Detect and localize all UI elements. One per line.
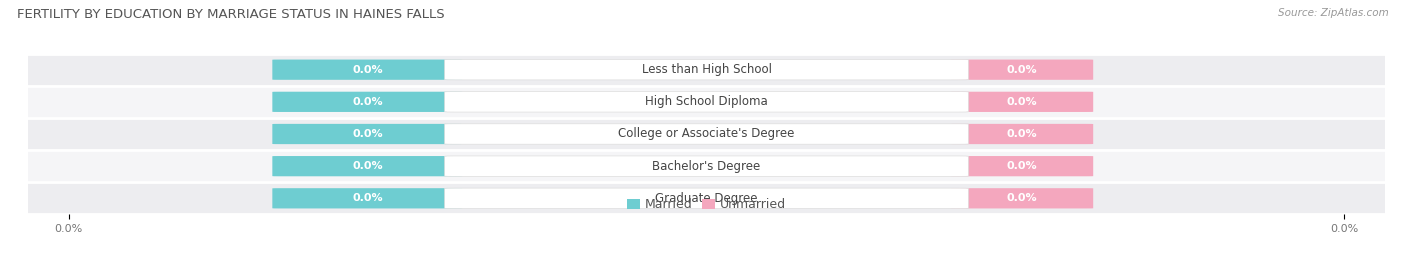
Text: FERTILITY BY EDUCATION BY MARRIAGE STATUS IN HAINES FALLS: FERTILITY BY EDUCATION BY MARRIAGE STATU… (17, 8, 444, 21)
Legend: Married, Unmarried: Married, Unmarried (621, 193, 792, 216)
FancyBboxPatch shape (273, 188, 463, 209)
Text: 0.0%: 0.0% (1007, 161, 1038, 171)
Bar (28, 54, 1385, 86)
Bar (28, 86, 1385, 118)
FancyBboxPatch shape (444, 124, 969, 144)
FancyBboxPatch shape (444, 92, 969, 112)
Text: Less than High School: Less than High School (641, 63, 772, 76)
FancyBboxPatch shape (444, 188, 969, 209)
FancyBboxPatch shape (950, 92, 1094, 112)
Text: High School Diploma: High School Diploma (645, 95, 768, 108)
FancyBboxPatch shape (273, 124, 463, 144)
FancyBboxPatch shape (950, 124, 1094, 144)
FancyBboxPatch shape (273, 92, 463, 112)
Text: 0.0%: 0.0% (352, 193, 382, 203)
FancyBboxPatch shape (444, 59, 969, 80)
Text: Bachelor's Degree: Bachelor's Degree (652, 160, 761, 173)
Text: College or Associate's Degree: College or Associate's Degree (619, 128, 794, 140)
Bar (28, 150, 1385, 182)
Text: 0.0%: 0.0% (352, 129, 382, 139)
FancyBboxPatch shape (273, 59, 463, 80)
Text: Graduate Degree: Graduate Degree (655, 192, 758, 205)
Text: 0.0%: 0.0% (352, 97, 382, 107)
Text: 0.0%: 0.0% (352, 65, 382, 75)
FancyBboxPatch shape (273, 156, 463, 176)
FancyBboxPatch shape (950, 59, 1094, 80)
Text: 0.0%: 0.0% (1007, 65, 1038, 75)
Text: 0.0%: 0.0% (1007, 193, 1038, 203)
Text: 0.0%: 0.0% (352, 161, 382, 171)
FancyBboxPatch shape (444, 156, 969, 176)
Bar (28, 118, 1385, 150)
FancyBboxPatch shape (950, 188, 1094, 209)
Text: Source: ZipAtlas.com: Source: ZipAtlas.com (1278, 8, 1389, 18)
Text: 0.0%: 0.0% (1007, 97, 1038, 107)
Text: 0.0%: 0.0% (1007, 129, 1038, 139)
Bar (28, 182, 1385, 214)
FancyBboxPatch shape (950, 156, 1094, 176)
